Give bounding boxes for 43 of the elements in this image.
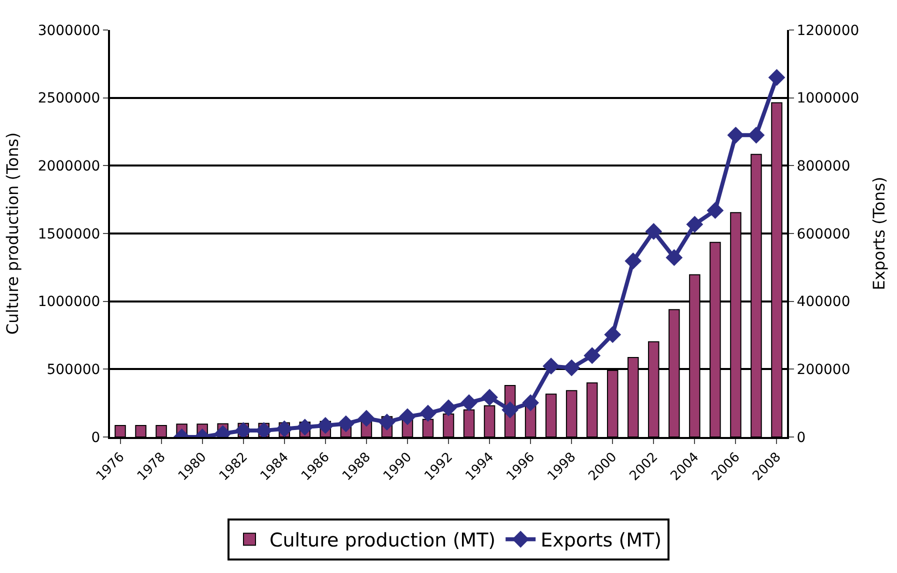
point	[399, 408, 416, 426]
point	[296, 418, 314, 436]
point	[624, 252, 642, 270]
point	[522, 394, 540, 412]
y2-tick-label: 0	[796, 430, 806, 446]
point	[604, 326, 622, 344]
y-tick-label: 500000	[46, 362, 100, 378]
point	[481, 388, 498, 406]
y-tick-label: 1500000	[38, 226, 100, 242]
point	[727, 126, 744, 144]
point	[542, 358, 560, 375]
point	[563, 359, 580, 376]
point	[645, 223, 662, 240]
point	[686, 216, 704, 233]
legend-label: Exports (MT)	[540, 530, 662, 552]
y-tick-label: 0	[91, 430, 100, 446]
point	[316, 417, 334, 434]
y-tick-label: 2500000	[38, 90, 100, 107]
y2-tick-label: 1200000	[796, 22, 860, 39]
point	[460, 394, 478, 412]
y2-axis-title: Exports (Tons)	[869, 176, 888, 290]
y2-tick-label: 400000	[796, 294, 850, 310]
point	[748, 126, 765, 144]
y2-tick-label: 600000	[796, 226, 850, 242]
point	[358, 410, 375, 427]
point	[337, 415, 354, 432]
point	[706, 202, 724, 219]
point	[276, 420, 293, 437]
point	[666, 249, 683, 266]
point	[502, 401, 518, 418]
y2-tick-label: 800000	[796, 158, 850, 175]
y2-tick-label: 200000	[796, 362, 850, 378]
point	[420, 404, 436, 422]
y-tick-label: 1000000	[38, 294, 100, 310]
y-tick-label: 2000000	[38, 158, 100, 175]
point	[440, 399, 457, 416]
y2-tick-label: 1000000	[796, 90, 860, 107]
point	[584, 347, 601, 364]
y-axis-title: Culture production (Tons)	[3, 132, 22, 335]
y-tick-label: 3000000	[38, 22, 100, 39]
point	[378, 414, 396, 431]
point	[768, 69, 786, 86]
legend-label: Culture production (MT)	[270, 530, 496, 552]
